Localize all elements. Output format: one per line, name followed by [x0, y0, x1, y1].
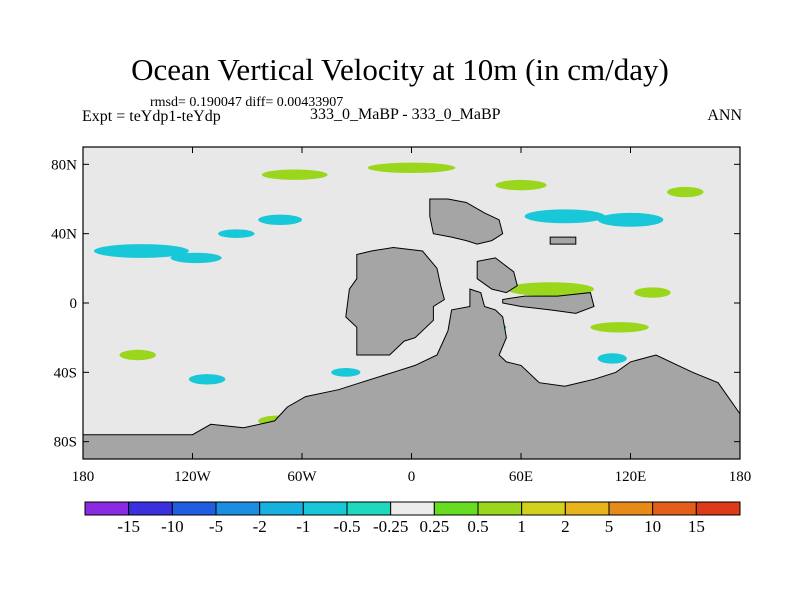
- colorbar-swatch: [564, 501, 610, 516]
- land-layer: [82, 198, 741, 460]
- anomaly-patch: [524, 209, 605, 224]
- land-australia-bar: [549, 236, 577, 245]
- y-tick-label: 80N: [51, 157, 77, 173]
- land-africa-block: [345, 246, 445, 356]
- x-tick-label: 120E: [615, 469, 647, 485]
- anomaly-patch: [634, 287, 671, 298]
- anomaly-patch: [667, 186, 704, 198]
- colorbar-label: 10: [644, 517, 661, 536]
- colorbar-label: -5: [209, 517, 223, 536]
- colorbar-swatch: [215, 501, 261, 516]
- y-tick-label: 40N: [51, 227, 77, 243]
- land-eurasia-block: [429, 198, 504, 245]
- colorbar-label: 0.25: [419, 517, 449, 536]
- anomaly-patch: [597, 212, 664, 227]
- land-asia-islands: [476, 257, 518, 294]
- colorbar-swatch: [433, 501, 479, 516]
- x-tick-label: 60E: [509, 469, 533, 485]
- experiment-label: Expt = teYdp1-teYdp: [82, 108, 221, 125]
- axis-ticks: 180 120W 60W 0 60E 120E 180 80N 40N 0 40S 80S: [51, 147, 751, 485]
- colorbar-swatch: [521, 501, 566, 516]
- chart-title: Ocean Vertical Velocity at 10m (in cm/da…: [131, 52, 669, 87]
- land-maritime-strip: [502, 292, 595, 314]
- colorbar-label: -0.5: [334, 517, 361, 536]
- anomaly-patch: [506, 282, 594, 297]
- anomaly-patch: [597, 353, 627, 364]
- colorbar-label: -1: [296, 517, 310, 536]
- x-tick-label: 60W: [287, 469, 317, 485]
- y-tick-label: 0: [70, 296, 78, 312]
- anomaly-patch: [188, 374, 226, 385]
- anomaly-patch: [93, 244, 189, 258]
- colorbar-swatch: [477, 501, 523, 516]
- colorbar-swatch: [608, 501, 654, 516]
- colorbar-label: 2: [561, 517, 570, 536]
- y-tick-label: 80S: [54, 435, 77, 451]
- x-tick-label: 120W: [174, 469, 212, 485]
- colorbar-label: -0.25: [373, 517, 408, 536]
- anomaly-patch: [331, 368, 361, 377]
- colorbar-label: 5: [605, 517, 614, 536]
- colorbar-label: 0.5: [467, 517, 488, 536]
- colorbar-swatch: [302, 501, 348, 516]
- anomaly-patch: [367, 162, 456, 173]
- case-label: 333_0_MaBP - 333_0_MaBP: [310, 106, 501, 123]
- colorbar-label: -10: [161, 517, 184, 536]
- colorbar: -15 -10 -5 -2 -1 -0.5 -0.25 0.25 0.5 1 2 5 10 15: [84, 501, 741, 536]
- anomaly-patch: [258, 214, 302, 225]
- colorbar-swatch: [695, 501, 741, 516]
- anomaly-patch: [261, 169, 328, 180]
- anomaly-layer: [93, 162, 704, 427]
- anomaly-patch: [218, 229, 255, 239]
- colorbar-swatch: [259, 501, 304, 516]
- anomaly-patch: [590, 322, 649, 333]
- colorbar-swatch: [652, 501, 697, 516]
- x-tick-label: 180: [729, 469, 752, 485]
- colorbar-swatch: [171, 501, 217, 516]
- anomaly-patch: [495, 179, 547, 191]
- colorbar-label: 15: [688, 517, 705, 536]
- colorbar-swatch: [84, 501, 130, 516]
- stats-line: rmsd= 0.190047 diff= 0.00433907: [150, 95, 344, 110]
- colorbar-label: 1: [517, 517, 526, 536]
- y-tick-label: 40S: [54, 365, 77, 381]
- colorbar-swatch: [346, 501, 392, 516]
- land-antarctica: [82, 288, 741, 460]
- season-label: ANN: [707, 107, 742, 124]
- colorbar-swatch: [128, 501, 173, 516]
- x-tick-label: 0: [408, 469, 416, 485]
- colorbar-swatch: [390, 501, 435, 516]
- anomaly-patch: [170, 252, 222, 264]
- x-tick-label: 180: [72, 469, 95, 485]
- colorbar-label: -2: [253, 517, 267, 536]
- anomaly-patch: [119, 349, 156, 361]
- colorbar-label: -15: [117, 517, 140, 536]
